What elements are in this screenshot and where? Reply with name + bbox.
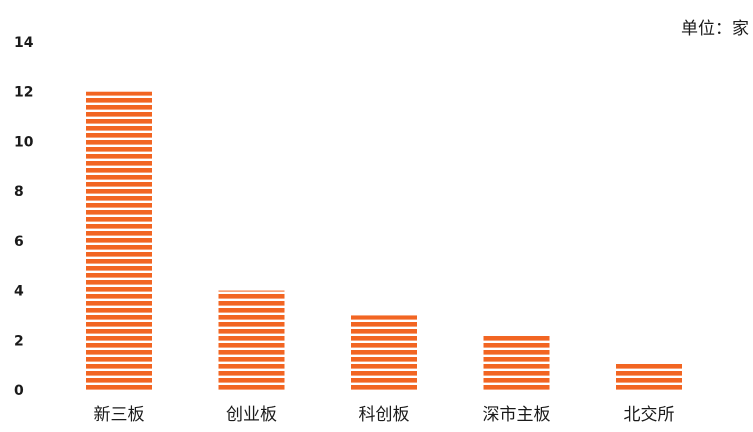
bar xyxy=(86,91,152,390)
y-tick-label: 4 xyxy=(14,284,24,300)
x-tick-label: 创业板 xyxy=(226,405,277,425)
x-tick-label: 北交所 xyxy=(624,405,675,425)
y-tick-label: 12 xyxy=(14,85,33,101)
y-tick-label: 0 xyxy=(14,383,24,399)
y-axis: 0 2 4 6 8 10 12 14 xyxy=(14,35,34,399)
y-tick-label: 10 xyxy=(14,134,34,150)
y-tick-label: 6 xyxy=(14,234,24,250)
bar xyxy=(351,315,417,390)
x-tick-label: 深市主板 xyxy=(483,405,551,425)
bars xyxy=(86,91,682,390)
bar xyxy=(616,362,682,390)
y-tick-label: 8 xyxy=(14,184,24,200)
y-tick-label: 14 xyxy=(14,35,34,51)
y-tick-label: 2 xyxy=(14,333,24,349)
x-tick-label: 科创板 xyxy=(359,405,410,425)
bar xyxy=(483,335,550,390)
x-tick-label: 新三板 xyxy=(94,405,145,425)
x-axis: 新三板 创业板 科创板 深市主板 北交所 xyxy=(94,405,675,425)
unit-label: 单位：家 xyxy=(681,19,749,39)
bar xyxy=(218,290,285,390)
